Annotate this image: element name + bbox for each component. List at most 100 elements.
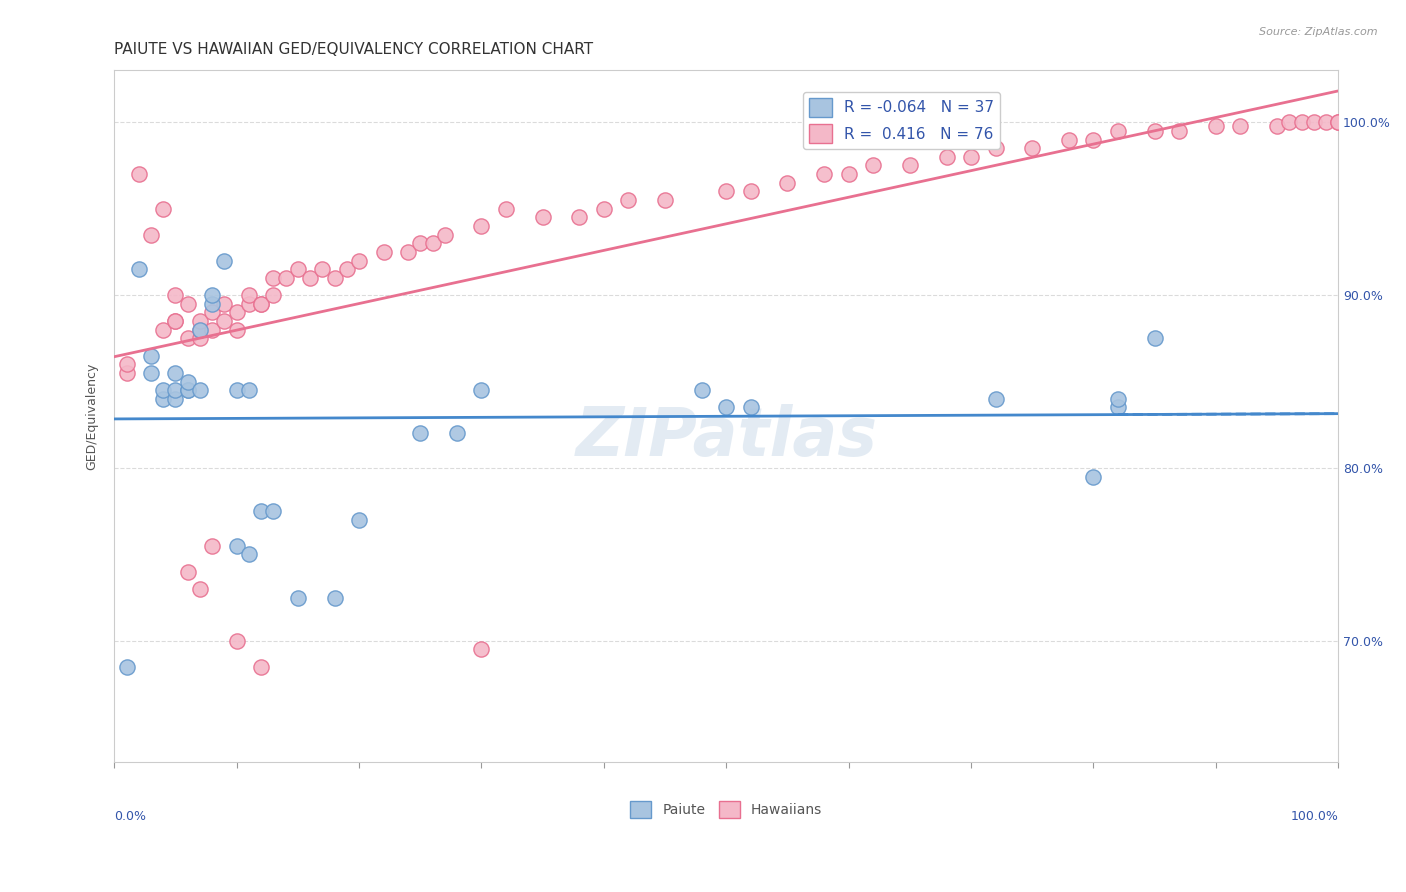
Point [188, 331, 211, 345]
Point [214, 314, 236, 328]
Point [201, 288, 224, 302]
Point [654, 193, 676, 207]
Point [177, 383, 200, 397]
Point [813, 167, 835, 181]
Point [115, 659, 138, 673]
Point [274, 270, 297, 285]
Point [898, 159, 921, 173]
Point [201, 323, 224, 337]
Point [238, 297, 260, 311]
Y-axis label: GED/Equivalency: GED/Equivalency [86, 362, 98, 470]
Point [214, 297, 236, 311]
Point [373, 244, 395, 259]
Point [188, 323, 211, 337]
Point [433, 227, 456, 242]
Point [238, 288, 260, 302]
Point [531, 211, 554, 225]
Point [592, 202, 614, 216]
Point [152, 383, 174, 397]
Point [201, 297, 224, 311]
Point [336, 262, 359, 277]
Point [1107, 401, 1129, 415]
Point [299, 270, 322, 285]
Text: ZIPatlas: ZIPatlas [575, 404, 877, 470]
Point [262, 504, 284, 518]
Point [177, 383, 200, 397]
Point [1107, 392, 1129, 406]
Point [1107, 124, 1129, 138]
Point [1143, 331, 1166, 345]
Point [177, 565, 200, 579]
Point [165, 366, 187, 380]
Text: 0.0%: 0.0% [114, 810, 146, 823]
Point [287, 262, 309, 277]
Point [225, 305, 247, 319]
Point [128, 167, 150, 181]
Point [225, 383, 247, 397]
Point [238, 383, 260, 397]
Point [165, 314, 187, 328]
Point [250, 504, 273, 518]
Point [152, 202, 174, 216]
Point [1315, 115, 1337, 129]
Point [1205, 119, 1227, 133]
Point [716, 401, 738, 415]
Point [862, 159, 884, 173]
Point [311, 262, 333, 277]
Point [409, 236, 432, 251]
Point [177, 297, 200, 311]
Point [347, 253, 370, 268]
Point [115, 366, 138, 380]
Point [262, 288, 284, 302]
Point [1327, 115, 1350, 129]
Point [935, 150, 957, 164]
Point [1021, 141, 1043, 155]
Point [201, 305, 224, 319]
Point [740, 185, 762, 199]
Point [188, 582, 211, 596]
Point [188, 323, 211, 337]
Point [323, 591, 346, 605]
Point [422, 236, 444, 251]
Point [1083, 132, 1105, 146]
Point [225, 539, 247, 553]
Point [225, 633, 247, 648]
Point [960, 150, 983, 164]
Point [214, 253, 236, 268]
Point [409, 426, 432, 441]
Point [115, 357, 138, 371]
Point [396, 244, 419, 259]
Point [716, 185, 738, 199]
Point [225, 323, 247, 337]
Point [1291, 115, 1313, 129]
Point [250, 659, 273, 673]
Point [262, 270, 284, 285]
Text: Source: ZipAtlas.com: Source: ZipAtlas.com [1260, 27, 1378, 37]
Point [1168, 124, 1191, 138]
Text: PAIUTE VS HAWAIIAN GED/EQUIVALENCY CORRELATION CHART: PAIUTE VS HAWAIIAN GED/EQUIVALENCY CORRE… [114, 42, 593, 57]
Point [1143, 124, 1166, 138]
Point [838, 167, 860, 181]
Point [1057, 132, 1080, 146]
Point [984, 141, 1007, 155]
Point [152, 323, 174, 337]
Point [1278, 115, 1301, 129]
Point [250, 297, 273, 311]
Point [984, 392, 1007, 406]
Point [776, 176, 799, 190]
Text: 100.0%: 100.0% [1291, 810, 1339, 823]
Point [1083, 469, 1105, 483]
Point [139, 227, 162, 242]
Point [617, 193, 640, 207]
Point [740, 401, 762, 415]
Point [250, 297, 273, 311]
Point [177, 331, 200, 345]
Point [1265, 119, 1288, 133]
Point [470, 642, 492, 657]
Point [323, 270, 346, 285]
Point [128, 262, 150, 277]
Point [470, 219, 492, 233]
Point [188, 383, 211, 397]
Point [139, 349, 162, 363]
Point [139, 366, 162, 380]
